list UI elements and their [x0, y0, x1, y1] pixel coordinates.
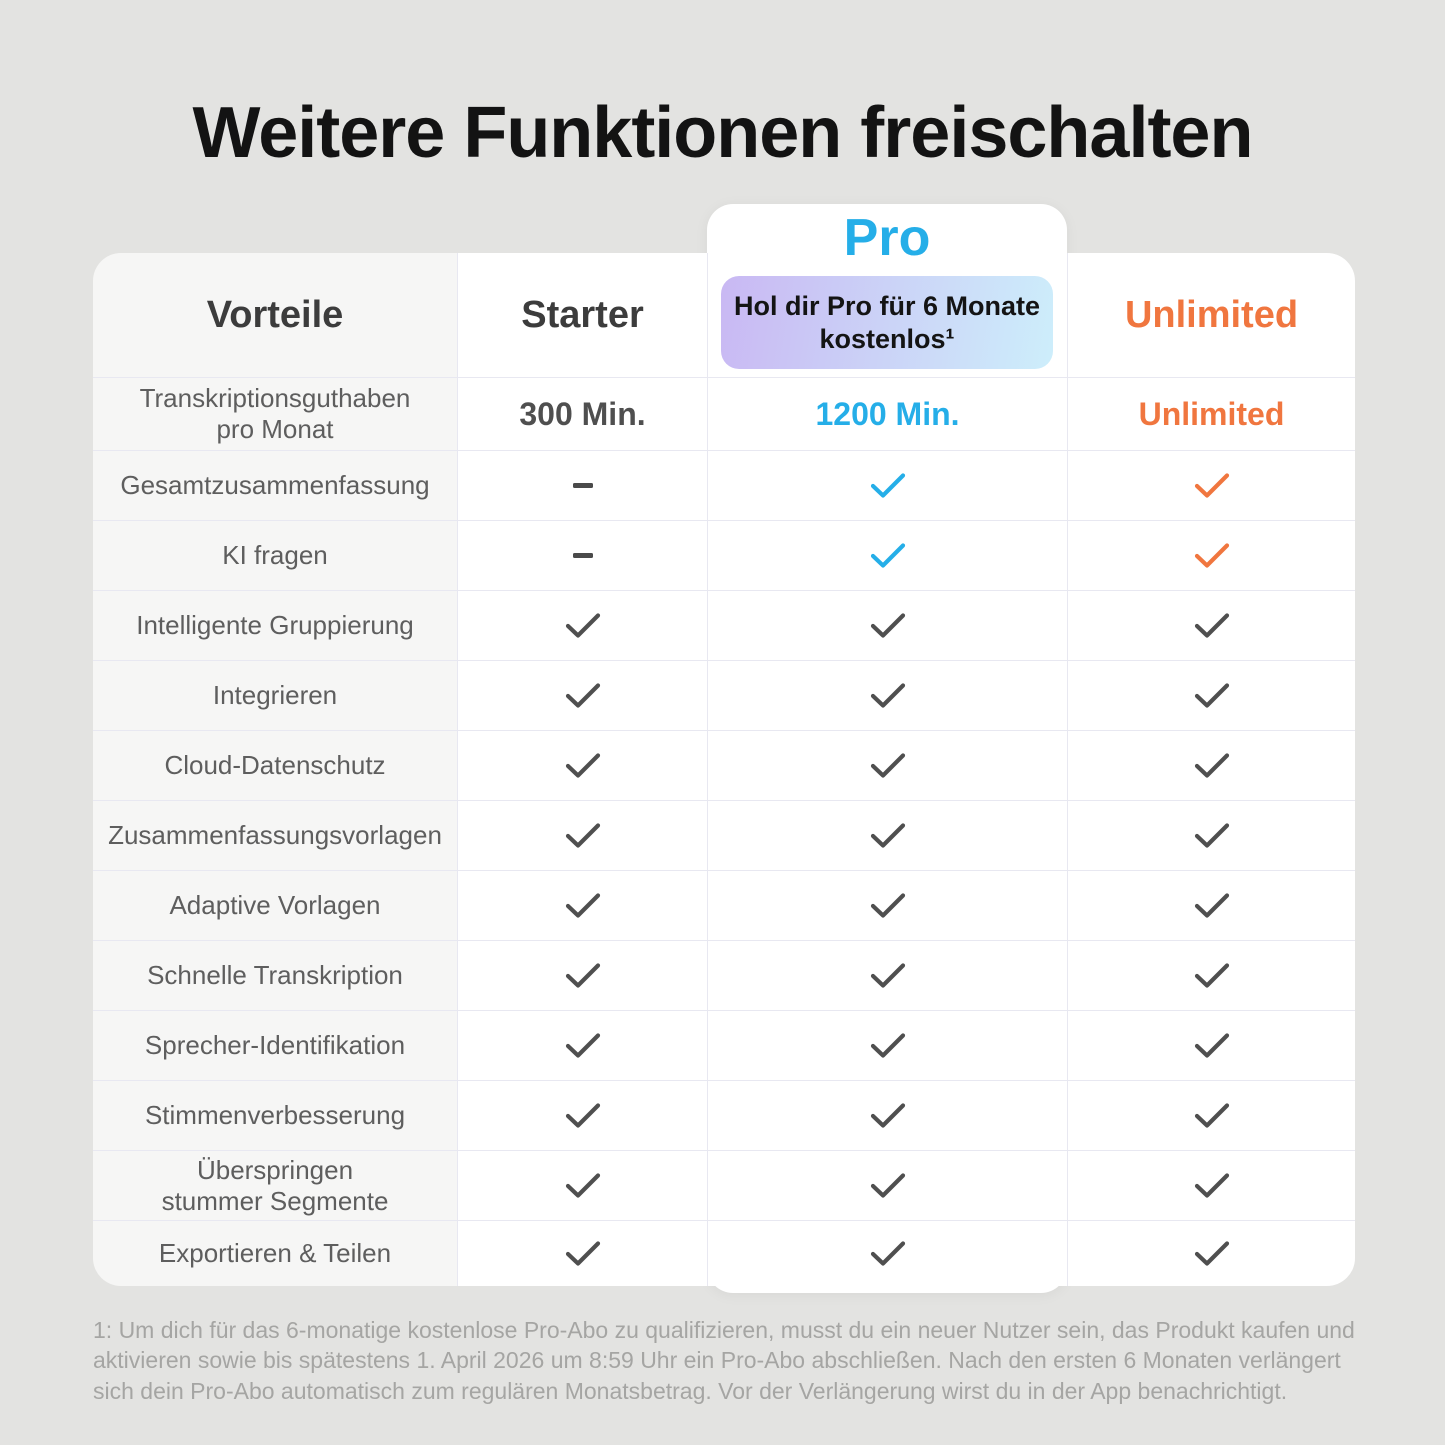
unlimited-value	[1067, 870, 1355, 940]
unlimited-value	[1067, 520, 1355, 590]
starter-value	[457, 800, 707, 870]
feature-label: Sprecher-Identifikation	[93, 1010, 457, 1080]
starter-value	[457, 940, 707, 1010]
check-icon	[870, 752, 906, 779]
pro-value	[707, 1150, 1067, 1220]
check-icon	[870, 962, 906, 989]
feature-label: Adaptive Vorlagen	[93, 870, 457, 940]
pro-value	[707, 660, 1067, 730]
feature-label: Zusammenfassungsvorlagen	[93, 800, 457, 870]
check-icon	[870, 682, 906, 709]
pro-value	[707, 1080, 1067, 1150]
pro-value	[707, 730, 1067, 800]
starter-value	[457, 450, 707, 520]
starter-value	[457, 590, 707, 660]
pro-value	[707, 940, 1067, 1010]
check-icon	[1194, 612, 1230, 639]
unlimited-value	[1067, 800, 1355, 870]
unlimited-value	[1067, 940, 1355, 1010]
starter-value	[457, 660, 707, 730]
check-icon	[565, 1240, 601, 1267]
check-icon	[565, 1172, 601, 1199]
feature-label: Integrieren	[93, 660, 457, 730]
check-icon	[565, 892, 601, 919]
pro-value: 1200 Min.	[707, 377, 1067, 450]
unlimited-value	[1067, 590, 1355, 660]
check-icon	[870, 472, 906, 499]
check-icon	[870, 1172, 906, 1199]
pro-value	[707, 450, 1067, 520]
check-icon	[1194, 542, 1230, 569]
check-icon	[565, 822, 601, 849]
pro-value	[707, 520, 1067, 590]
starter-value	[457, 1080, 707, 1150]
dash-icon	[572, 483, 593, 488]
feature-label: Cloud-Datenschutz	[93, 730, 457, 800]
check-icon	[870, 1032, 906, 1059]
feature-label: Exportieren & Teilen	[93, 1220, 457, 1286]
feature-label: Schnelle Transkription	[93, 940, 457, 1010]
check-icon	[565, 612, 601, 639]
check-icon	[870, 892, 906, 919]
check-icon	[1194, 752, 1230, 779]
starter-column-header: Starter	[457, 253, 707, 377]
check-icon	[1194, 892, 1230, 919]
unlimited-value	[1067, 1150, 1355, 1220]
pro-value	[707, 1010, 1067, 1080]
check-icon	[1194, 682, 1230, 709]
pro-plan-title: Pro	[843, 209, 931, 267]
unlimited-value	[1067, 450, 1355, 520]
pro-offer-badge: Hol dir Pro für 6 Monate kostenlos¹	[721, 276, 1053, 369]
feature-label: Transkriptionsguthaben pro Monat	[93, 377, 457, 450]
check-icon	[1194, 1172, 1230, 1199]
check-icon	[870, 1240, 906, 1267]
starter-value	[457, 870, 707, 940]
feature-label: Stimmenverbesserung	[93, 1080, 457, 1150]
unlimited-column-header: Unlimited	[1067, 253, 1355, 377]
unlimited-value: Unlimited	[1067, 377, 1355, 450]
check-icon	[1194, 472, 1230, 499]
pro-value	[707, 800, 1067, 870]
check-icon	[870, 822, 906, 849]
starter-value	[457, 1010, 707, 1080]
check-icon	[565, 682, 601, 709]
pro-value	[707, 870, 1067, 940]
feature-label: Gesamtzusammenfassung	[93, 450, 457, 520]
unlimited-value	[1067, 730, 1355, 800]
starter-value	[457, 1150, 707, 1220]
starter-value	[457, 1220, 707, 1286]
starter-value	[457, 730, 707, 800]
check-icon	[565, 752, 601, 779]
dash-icon	[572, 553, 593, 558]
check-icon	[870, 542, 906, 569]
check-icon	[565, 1102, 601, 1129]
pro-value	[707, 1220, 1067, 1286]
unlimited-value	[1067, 1010, 1355, 1080]
check-icon	[1194, 1032, 1230, 1059]
benefits-column-header: Vorteile	[93, 253, 457, 377]
unlimited-value	[1067, 1220, 1355, 1286]
starter-value	[457, 520, 707, 590]
check-icon	[565, 1032, 601, 1059]
check-icon	[1194, 962, 1230, 989]
check-icon	[1194, 1240, 1230, 1267]
starter-value: 300 Min.	[457, 377, 707, 450]
pro-column-header: Pro Hol dir Pro für 6 Monate kostenlos¹	[707, 204, 1067, 369]
legal-footnote: 1: Um dich für das 6-monatige kostenlose…	[93, 1317, 1355, 1404]
feature-label: KI fragen	[93, 520, 457, 590]
check-icon	[870, 1102, 906, 1129]
check-icon	[1194, 1102, 1230, 1129]
unlimited-value	[1067, 660, 1355, 730]
pro-value	[707, 590, 1067, 660]
feature-label: Intelligente Gruppierung	[93, 590, 457, 660]
page-title: Weitere Funktionen freischalten	[192, 93, 1254, 173]
check-icon	[565, 962, 601, 989]
feature-comparison-table: Vorteile Starter Unlimited Transkription…	[93, 253, 1355, 1286]
check-icon	[870, 612, 906, 639]
feature-label: Überspringen stummer Segmente	[93, 1150, 457, 1220]
check-icon	[1194, 822, 1230, 849]
unlimited-value	[1067, 1080, 1355, 1150]
